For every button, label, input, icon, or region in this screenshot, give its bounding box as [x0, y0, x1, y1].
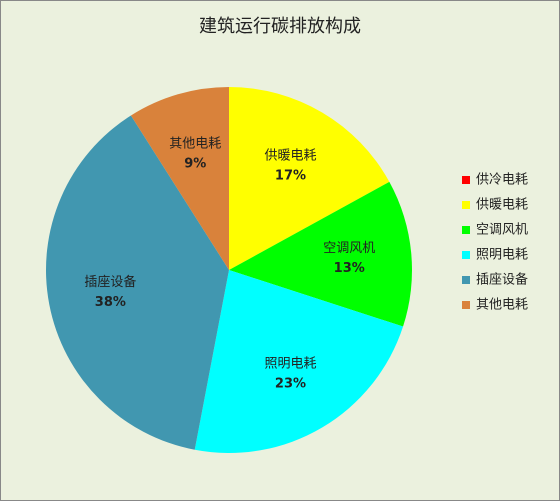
slice-label: 其他电耗: [169, 137, 221, 152]
legend-swatch: [462, 301, 470, 309]
slice-label: 照明电耗: [264, 356, 316, 371]
legend-label: 其他电耗: [476, 298, 528, 313]
legend-label: 供暖电耗: [476, 198, 528, 213]
value-label: 17%: [275, 169, 306, 184]
slice-label: 插座设备: [84, 274, 136, 290]
legend-swatch: [462, 226, 470, 234]
slice-label: 供暖电耗: [264, 149, 316, 164]
value-label: 9%: [184, 157, 206, 172]
legend-swatch: [462, 176, 470, 184]
pie-slice: [194, 270, 404, 453]
chart-title: 建筑运行碳排放构成: [199, 16, 361, 37]
pie-slice: [45, 115, 229, 450]
legend-label: 供冷电耗: [476, 173, 528, 188]
legend-swatch: [462, 251, 470, 259]
legend-swatch: [462, 276, 470, 284]
legend-swatch: [462, 201, 470, 209]
value-label: 38%: [95, 295, 126, 310]
legend-label: 空调风机: [476, 223, 528, 238]
slice-label: 空调风机: [323, 241, 375, 256]
legend-label: 照明电耗: [476, 248, 528, 263]
pie-slice: [130, 87, 229, 270]
pie-slice: [229, 181, 412, 327]
legend-label: 插座设备: [476, 272, 528, 288]
value-label: 13%: [334, 261, 365, 276]
pie-slice: [229, 87, 390, 270]
value-label: 23%: [275, 376, 306, 391]
